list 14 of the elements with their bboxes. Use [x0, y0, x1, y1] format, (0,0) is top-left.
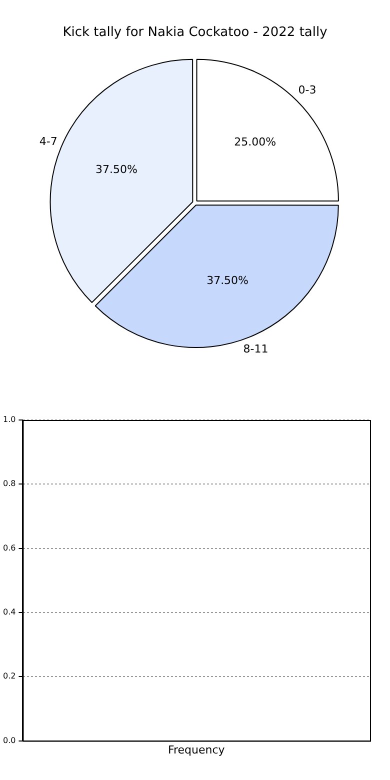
y-tick-label: 0.4 — [2, 608, 16, 617]
x-tick-label: Frequency — [168, 743, 226, 756]
data-label: 37.50% — [95, 163, 138, 176]
chart-title: Kick tally for Nakia Cockatoo - 2022 tally — [62, 25, 328, 40]
y-tick-label: 0.2 — [2, 672, 16, 681]
data-label: 25.00% — [234, 136, 276, 149]
y-tick-label: 0.8 — [2, 479, 16, 488]
slice-label: 0-3 — [298, 83, 316, 96]
y-tick-label: 1.0 — [2, 415, 16, 424]
slice-label: 4-7 — [39, 134, 58, 148]
y-tick-label: 0.0 — [2, 736, 16, 745]
data-label: 37.50% — [206, 274, 249, 288]
y-tick-label: 0.6 — [2, 543, 16, 552]
slice-label: 8-11 — [243, 342, 268, 356]
